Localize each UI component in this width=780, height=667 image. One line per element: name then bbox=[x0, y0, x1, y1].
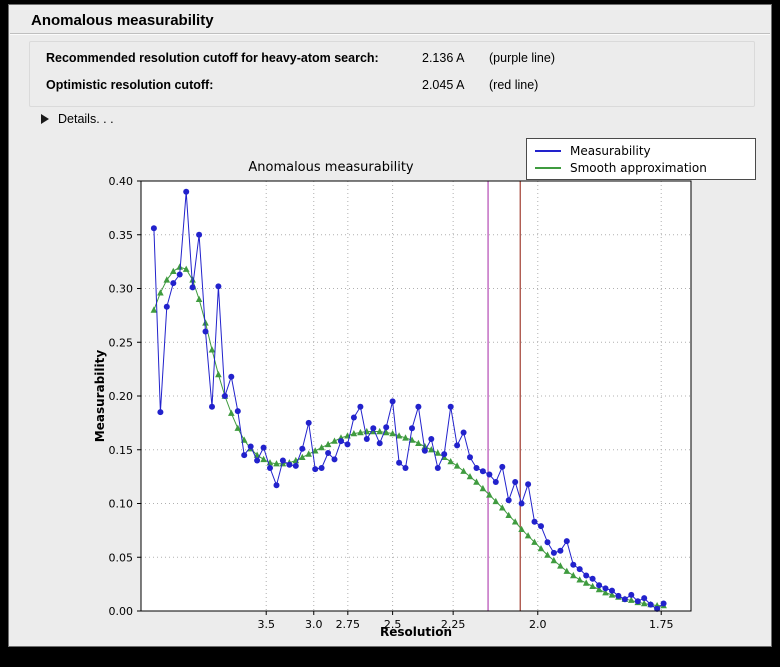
tick-labels: 0.00 0.05 0.10 0.15 0.20 0.25 0.30 0.35 0.40 3.5 3… bbox=[109, 175, 674, 631]
legend-line-measurability bbox=[535, 149, 561, 152]
title-divider bbox=[10, 33, 770, 34]
plot-area bbox=[141, 181, 691, 611]
svg-text:0.20: 0.20 bbox=[109, 390, 134, 403]
svg-text:3.5: 3.5 bbox=[257, 618, 275, 631]
legend-item-smooth-approximation: Smooth approximation bbox=[535, 159, 747, 176]
legend-label-smooth-approximation: Smooth approximation bbox=[570, 160, 707, 175]
details-disclosure[interactable]: Details. . . bbox=[41, 111, 114, 127]
disclosure-triangle-icon bbox=[41, 114, 49, 124]
svg-text:1.75: 1.75 bbox=[649, 618, 674, 631]
svg-text:0.10: 0.10 bbox=[109, 498, 134, 511]
x-axis-label: Resolution bbox=[379, 625, 453, 639]
chart-svg: 0.00 0.05 0.10 0.15 0.20 0.25 0.30 0.35 0.40 3.5 3… bbox=[109, 175, 692, 631]
optimistic-cutoff-row: Optimistic resolution cutoff: 2.045 A (r… bbox=[30, 78, 754, 96]
legend-label-measurability: Measurability bbox=[570, 143, 651, 158]
svg-text:2.5: 2.5 bbox=[384, 618, 402, 631]
svg-text:0.30: 0.30 bbox=[109, 283, 134, 296]
optimistic-cutoff-note: (red line) bbox=[489, 78, 539, 92]
anomalous-measurability-panel: Anomalous measurability Recommended reso… bbox=[8, 4, 772, 647]
resolution-cutoff-info-box: Recommended resolution cutoff for heavy-… bbox=[29, 41, 755, 107]
recommended-cutoff-label: Recommended resolution cutoff for heavy-… bbox=[46, 51, 379, 65]
svg-text:0.15: 0.15 bbox=[109, 444, 134, 457]
svg-text:0.40: 0.40 bbox=[109, 175, 134, 188]
svg-text:0.00: 0.00 bbox=[109, 605, 134, 618]
svg-text:2.75: 2.75 bbox=[336, 618, 361, 631]
svg-text:3.0: 3.0 bbox=[305, 618, 323, 631]
recommended-cutoff-note: (purple line) bbox=[489, 51, 556, 65]
svg-text:0.05: 0.05 bbox=[109, 551, 134, 564]
optimistic-cutoff-label: Optimistic resolution cutoff: bbox=[46, 78, 214, 92]
measurability-series bbox=[150, 188, 667, 612]
legend-item-measurability: Measurability bbox=[535, 142, 747, 159]
chart-title: Anomalous measurability bbox=[248, 160, 414, 175]
details-label: Details. . . bbox=[58, 112, 114, 126]
chart-figure: 0.00 0.05 0.10 0.15 0.20 0.25 0.30 0.35 0.40 3.5 3… bbox=[86, 131, 776, 647]
svg-text:2.0: 2.0 bbox=[529, 618, 547, 631]
y-axis-label: Measurability bbox=[93, 349, 107, 443]
svg-text:0.35: 0.35 bbox=[109, 229, 134, 242]
svg-text:0.25: 0.25 bbox=[109, 336, 134, 349]
svg-text:2.25: 2.25 bbox=[441, 618, 466, 631]
recommended-cutoff-value: 2.136 A bbox=[422, 51, 465, 65]
panel-title: Anomalous measurability bbox=[31, 12, 214, 29]
recommended-cutoff-row: Recommended resolution cutoff for heavy-… bbox=[30, 51, 754, 69]
legend-line-smooth-approximation bbox=[535, 166, 561, 169]
chart-legend: Measurability Smooth approximation bbox=[526, 138, 756, 180]
optimistic-cutoff-value: 2.045 A bbox=[422, 78, 465, 92]
